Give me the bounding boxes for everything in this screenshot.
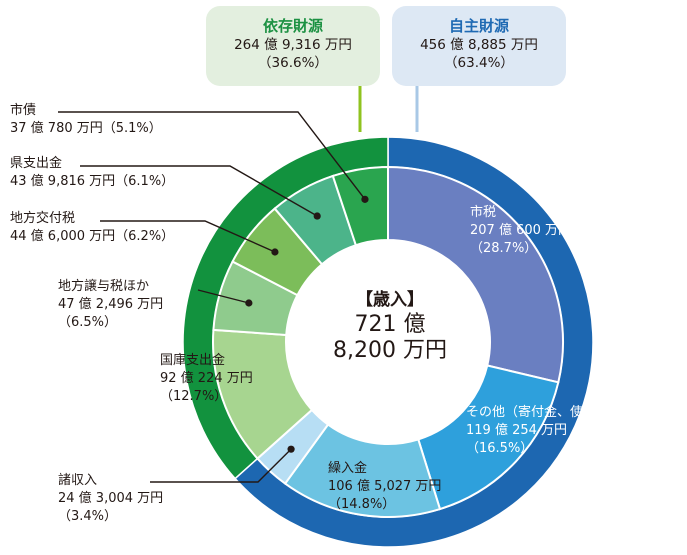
segment-name: 市税: [470, 205, 497, 220]
leader-line-shisai: [58, 111, 366, 200]
group-percent-izon: （36.6%）: [258, 55, 328, 71]
segment-label-jouyo: 地方譲与税ほか 47 億 2,496 万円 （6.5%）: [58, 278, 163, 332]
segment-amount: 47 億 2,496 万円: [58, 297, 164, 312]
segment-amount: 92 億 224 万円: [160, 371, 253, 386]
segment-percent: （16.5%）: [466, 441, 534, 456]
segment-amount: 37 億 780 万円（5.1%）: [10, 121, 162, 136]
segment-amount: 24 億 3,004 万円: [58, 491, 164, 506]
segment-amount: 106 億 5,027 万円: [328, 479, 442, 494]
segment-name: 市債: [10, 103, 37, 118]
group-box-izon: 依存財源 264 億 9,316 万円 （36.6%）: [206, 6, 380, 86]
group-box-jishu: 自主財源 456 億 8,885 万円 （63.4%）: [392, 6, 566, 86]
segment-amount: 119 億 254 万円: [466, 423, 568, 438]
segment-name: その他（寄付金、使用料など）: [466, 405, 649, 420]
segment-name: 地方譲与税ほか: [58, 279, 150, 294]
segment-name: 県支出金: [10, 156, 63, 171]
segment-name: 地方交付税: [10, 211, 76, 226]
group-label-izon: 依存財源: [262, 17, 323, 35]
center-total: 【歳入】 721 億 8,200 万円: [300, 288, 480, 364]
segment-name: 諸収入: [58, 473, 98, 488]
leader-dot-shisai: [361, 195, 369, 203]
center-total-line2: 8,200 万円: [333, 338, 447, 363]
segment-percent: （6.5%）: [58, 315, 118, 330]
leader-dot-jouyo: [245, 299, 253, 307]
leader-dot-kenshishutsu: [313, 212, 321, 220]
segment-amount: 207 億 600 万円: [470, 223, 572, 238]
group-amount-izon: 264 億 9,316 万円: [234, 37, 352, 53]
segment-amount: 43 億 9,816 万円（6.1%）: [10, 174, 175, 189]
leader-dot-koufu: [271, 248, 279, 256]
segment-percent: （28.7%）: [470, 241, 538, 256]
leader-line-shoshunyu: [150, 448, 292, 483]
segment-name: 繰入金: [328, 461, 368, 476]
center-title: 【歳入】: [356, 290, 424, 310]
segment-percent: （3.4%）: [58, 509, 118, 524]
segment-label-kokko: 国庫支出金 92 億 224 万円 （12.7%）: [160, 352, 253, 406]
group-label-jishu: 自主財源: [448, 17, 509, 35]
leader-line-jouyo: [197, 289, 250, 304]
segment-label-koufu: 地方交付税 44 億 6,000 万円（6.2%）: [10, 210, 174, 246]
leader-line-koufu: [100, 220, 276, 253]
group-amount-jishu: 456 億 8,885 万円: [420, 37, 538, 53]
center-total-line1: 721 億: [354, 312, 426, 337]
segment-label-kurikoshi: 繰入金 106 億 5,027 万円 （14.8%）: [328, 460, 441, 514]
segment-percent: （14.8%）: [328, 497, 396, 512]
leader-dot-shoshunyu: [287, 445, 295, 453]
segment-label-kenshishutsu: 県支出金 43 億 9,816 万円（6.1%）: [10, 155, 174, 191]
segment-label-sonota: その他（寄付金、使用料など） 119 億 254 万円 （16.5%）: [466, 404, 648, 458]
slice-shizei: [387, 165, 564, 384]
segment-label-shoshunyu: 諸収入 24 億 3,004 万円 （3.4%）: [58, 472, 163, 526]
group-percent-jishu: （63.4%）: [444, 55, 514, 71]
segment-amount: 44 億 6,000 万円（6.2%）: [10, 229, 175, 244]
segment-percent: （12.7%）: [160, 389, 228, 404]
segment-name: 国庫支出金: [160, 353, 226, 368]
leader-line-kenshishutsu: [80, 165, 318, 217]
slice-shisai: [331, 165, 389, 247]
segment-label-shisai: 市債 37 億 780 万円（5.1%）: [10, 102, 162, 138]
segment-label-shizei: 市税 207 億 600 万円 （28.7%）: [470, 204, 571, 258]
